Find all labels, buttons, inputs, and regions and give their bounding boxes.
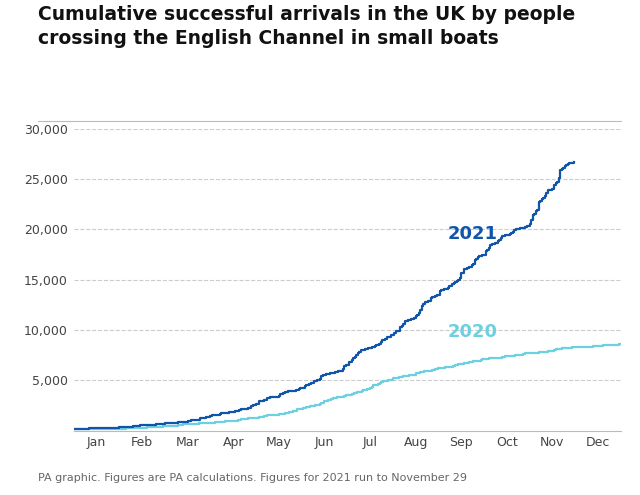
Text: 2021: 2021: [447, 225, 497, 244]
Text: Cumulative successful arrivals in the UK by people
crossing the English Channel : Cumulative successful arrivals in the UK…: [38, 5, 575, 48]
Text: 2020: 2020: [447, 323, 497, 341]
Text: PA graphic. Figures are PA calculations. Figures for 2021 run to November 29: PA graphic. Figures are PA calculations.…: [38, 473, 467, 483]
